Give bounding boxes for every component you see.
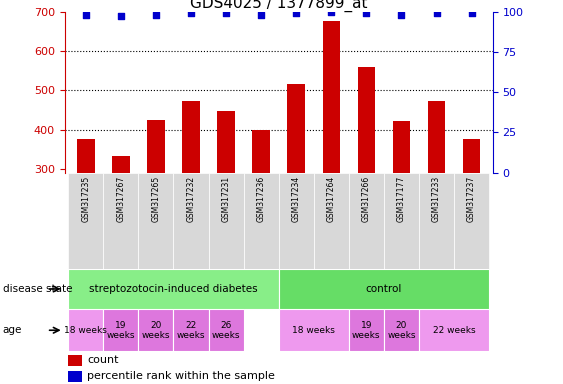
Point xyxy=(292,10,301,16)
Bar xyxy=(173,173,208,269)
Text: streptozotocin-induced diabetes: streptozotocin-induced diabetes xyxy=(89,284,258,294)
Bar xyxy=(138,173,173,269)
Bar xyxy=(349,309,384,351)
Text: percentile rank within the sample: percentile rank within the sample xyxy=(87,371,275,381)
Bar xyxy=(112,156,129,173)
Point xyxy=(222,10,231,16)
Text: 22 weeks: 22 weeks xyxy=(433,326,475,335)
Bar xyxy=(428,101,445,173)
Bar xyxy=(217,111,235,173)
Bar xyxy=(68,269,279,309)
Bar xyxy=(279,309,349,351)
Text: control: control xyxy=(366,284,402,294)
Point xyxy=(432,10,441,16)
Bar xyxy=(279,269,489,309)
Text: GSM317264: GSM317264 xyxy=(327,176,336,222)
Text: 22
weeks: 22 weeks xyxy=(177,321,205,340)
Point xyxy=(151,12,160,18)
Bar xyxy=(349,173,384,269)
Bar xyxy=(68,309,104,351)
Bar xyxy=(68,355,82,366)
Text: GSM317267: GSM317267 xyxy=(117,176,126,222)
Point xyxy=(467,10,476,16)
Bar xyxy=(147,120,165,173)
Bar xyxy=(77,139,95,173)
Text: 26
weeks: 26 weeks xyxy=(212,321,240,340)
Text: GSM317265: GSM317265 xyxy=(151,176,160,222)
Bar xyxy=(182,101,200,173)
Bar xyxy=(104,309,138,351)
Text: count: count xyxy=(87,355,119,365)
Bar xyxy=(208,173,244,269)
Bar xyxy=(138,309,173,351)
Point xyxy=(81,12,90,18)
Bar xyxy=(244,173,279,269)
Text: age: age xyxy=(3,325,22,335)
Text: 18 weeks: 18 weeks xyxy=(292,326,335,335)
Text: GSM317234: GSM317234 xyxy=(292,176,301,222)
Text: 19
weeks: 19 weeks xyxy=(106,321,135,340)
Point xyxy=(186,10,195,16)
Text: 20
weeks: 20 weeks xyxy=(387,321,415,340)
Bar xyxy=(68,173,104,269)
Bar xyxy=(288,84,305,173)
Bar xyxy=(252,130,270,173)
Text: GSM317232: GSM317232 xyxy=(186,176,195,222)
Bar xyxy=(323,22,340,173)
Text: 18 weeks: 18 weeks xyxy=(64,326,107,335)
Point xyxy=(362,10,371,16)
Bar xyxy=(279,173,314,269)
Text: GSM317177: GSM317177 xyxy=(397,176,406,222)
Text: GSM317237: GSM317237 xyxy=(467,176,476,222)
Bar xyxy=(463,139,480,173)
Bar xyxy=(384,173,419,269)
Text: GSM317266: GSM317266 xyxy=(362,176,371,222)
Text: GSM317231: GSM317231 xyxy=(222,176,231,222)
Point xyxy=(397,12,406,18)
Bar xyxy=(392,121,410,173)
Text: 19
weeks: 19 weeks xyxy=(352,321,381,340)
Title: GDS4025 / 1377899_at: GDS4025 / 1377899_at xyxy=(190,0,368,12)
Bar xyxy=(419,309,489,351)
Bar xyxy=(454,173,489,269)
Text: GSM317233: GSM317233 xyxy=(432,176,441,222)
Bar xyxy=(68,371,82,382)
Bar xyxy=(358,66,375,173)
Point xyxy=(327,8,336,15)
Bar xyxy=(314,173,349,269)
Bar xyxy=(419,173,454,269)
Bar xyxy=(384,309,419,351)
Text: GSM317235: GSM317235 xyxy=(81,176,90,222)
Bar xyxy=(104,173,138,269)
Point xyxy=(257,12,266,18)
Point xyxy=(117,13,126,20)
Bar xyxy=(208,309,244,351)
Text: 20
weeks: 20 weeks xyxy=(142,321,170,340)
Text: disease state: disease state xyxy=(3,284,72,294)
Text: GSM317236: GSM317236 xyxy=(257,176,266,222)
Bar xyxy=(173,309,208,351)
